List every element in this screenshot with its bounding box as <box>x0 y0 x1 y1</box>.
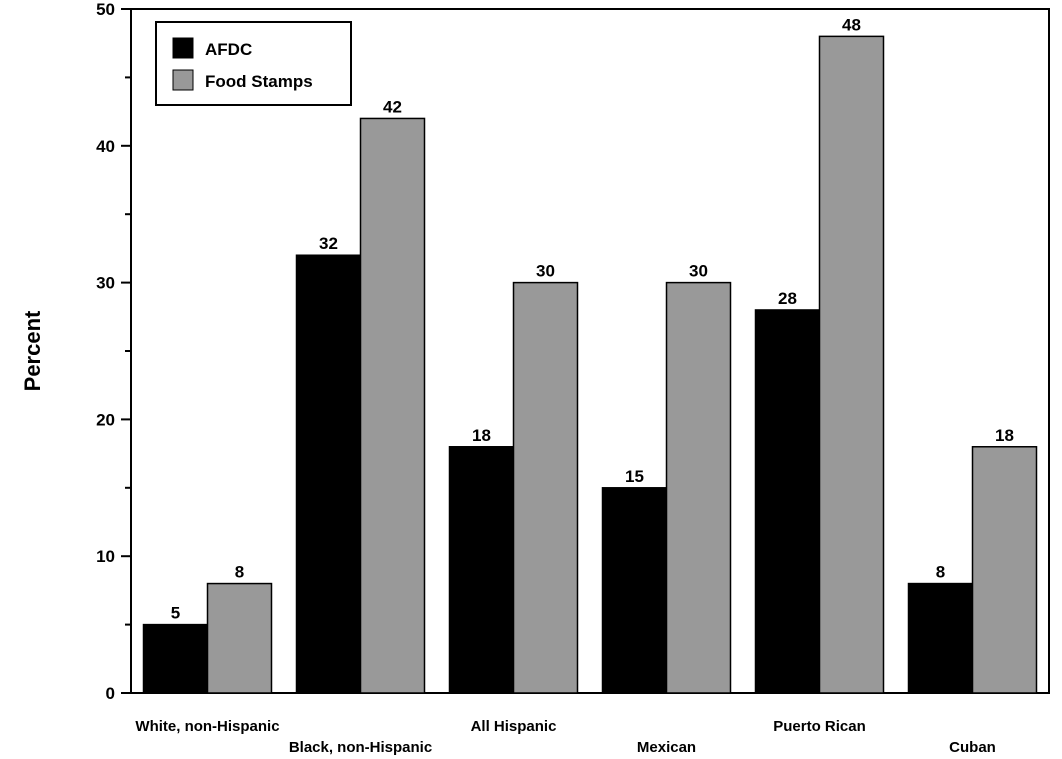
legend-label-food-stamps: Food Stamps <box>205 72 313 91</box>
x-category-label: All Hispanic <box>471 718 557 735</box>
y-tick-label: 50 <box>96 0 115 19</box>
bar-afdc <box>142 623 209 694</box>
legend-label-afdc: AFDC <box>205 40 252 59</box>
bar-afdc <box>907 582 974 694</box>
bar-afdc <box>295 254 362 694</box>
data-label-afdc: 32 <box>319 234 338 253</box>
bar-food-stamps <box>665 281 732 694</box>
data-label-afdc: 18 <box>472 426 491 445</box>
bar-layer <box>142 35 1038 694</box>
bar-food-stamps <box>359 117 426 694</box>
bar-afdc <box>601 487 668 694</box>
data-label-afdc: 15 <box>625 467 644 486</box>
bar-afdc <box>448 446 515 694</box>
y-tick-label: 20 <box>96 410 115 429</box>
axis-layer: 0 10 20 30 40 50 <box>96 0 1050 703</box>
x-category-label: Puerto Rican <box>773 718 866 735</box>
data-label-afdc: 5 <box>171 604 180 623</box>
legend-swatch-food-stamps <box>172 69 194 91</box>
y-tick-label: 30 <box>96 274 115 293</box>
data-label-food-stamps: 30 <box>536 262 555 281</box>
data-label-afdc: 8 <box>936 563 945 582</box>
bar-afdc <box>754 309 821 694</box>
bar-food-stamps <box>206 582 273 694</box>
legend-box <box>155 21 352 106</box>
data-label-food-stamps: 8 <box>235 563 244 582</box>
legend-swatch-afdc <box>172 37 194 59</box>
y-tick-label: 40 <box>96 137 115 156</box>
data-label-food-stamps: 48 <box>842 15 861 34</box>
legend: AFDC Food Stamps <box>155 21 352 106</box>
data-label-food-stamps: 18 <box>995 426 1014 445</box>
x-category-label: Cuban <box>949 739 996 756</box>
data-label-food-stamps: 30 <box>689 262 708 281</box>
y-tick-label: 0 <box>106 684 115 703</box>
label-layer: 5 8 White, non-Hispanic 32 42 Black, non-Hisp… <box>135 15 1014 756</box>
data-label-afdc: 28 <box>778 289 797 308</box>
data-label-food-stamps: 42 <box>383 97 402 116</box>
x-category-label: Black, non-Hispanic <box>289 739 432 756</box>
y-axis-title: Percent <box>20 310 45 391</box>
bar-food-stamps <box>971 446 1038 694</box>
x-category-label: Mexican <box>637 739 696 756</box>
y-tick-label: 10 <box>96 547 115 566</box>
bar-food-stamps <box>818 35 885 694</box>
bar-food-stamps <box>512 281 579 694</box>
x-category-label: White, non-Hispanic <box>135 718 279 735</box>
